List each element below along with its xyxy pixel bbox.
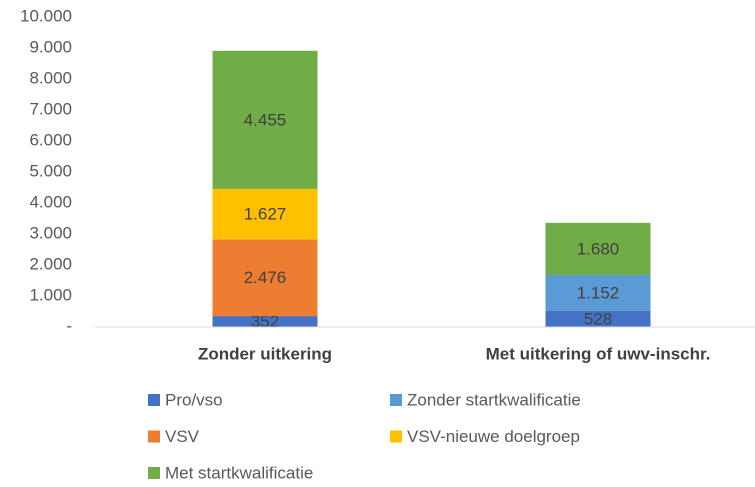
- x-tick-label: Met uitkering of uwv-inschr.: [486, 344, 711, 363]
- bar-segment: [212, 50, 318, 189]
- y-tick-label: 1.000: [29, 285, 72, 304]
- bar-segment: [212, 188, 318, 240]
- data-label: 528: [584, 309, 612, 328]
- y-tick-label: -: [66, 316, 72, 335]
- y-tick-label: 6.000: [29, 130, 72, 149]
- legend-label: VSV-nieuwe doelgroep: [407, 427, 580, 446]
- legend-swatch: [390, 394, 402, 406]
- data-label: 4.455: [244, 110, 287, 129]
- data-label: 1.680: [577, 239, 620, 258]
- y-tick-label: 3.000: [29, 223, 72, 242]
- legend-label: Met startkwalificatie: [165, 463, 313, 482]
- bar-segment: [545, 310, 651, 327]
- legend-label: Pro/vso: [165, 390, 223, 409]
- bar-segment: [545, 222, 651, 275]
- bar-segment: [212, 316, 318, 327]
- legend-swatch: [390, 430, 402, 443]
- y-tick-label: 10.000: [20, 6, 72, 25]
- y-tick-label: 9.000: [29, 37, 72, 56]
- bar-segment: [545, 274, 651, 311]
- legend-label: Zonder startkwalificatie: [407, 390, 581, 409]
- y-tick-label: 7.000: [29, 99, 72, 118]
- x-tick-label: Zonder uitkering: [198, 344, 332, 363]
- bar-segment: [212, 239, 318, 317]
- y-tick-label: 5.000: [29, 161, 72, 180]
- y-tick-label: 4.000: [29, 192, 72, 211]
- legend-label: VSV: [165, 427, 200, 446]
- data-label: 1.152: [577, 283, 620, 302]
- data-label: 2.476: [244, 268, 287, 287]
- legend-swatch: [148, 430, 160, 443]
- data-label: 1.627: [244, 205, 287, 224]
- legend-swatch: [148, 394, 160, 406]
- legend-swatch: [148, 467, 160, 479]
- y-tick-label: 2.000: [29, 254, 72, 273]
- data-label: 352: [251, 312, 279, 331]
- y-tick-label: 8.000: [29, 68, 72, 87]
